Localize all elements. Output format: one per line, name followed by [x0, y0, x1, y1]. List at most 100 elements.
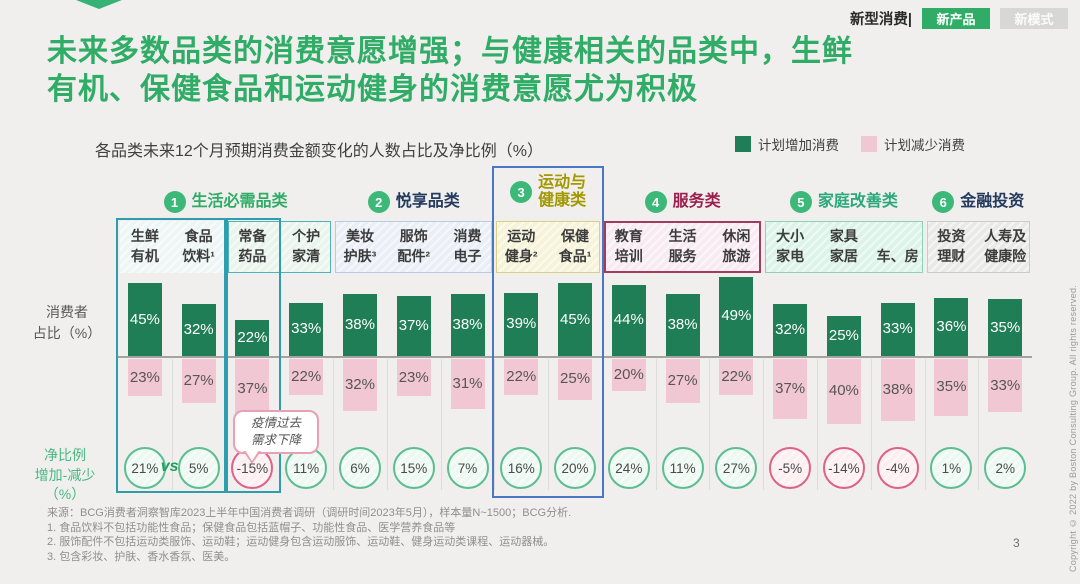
- increase-bar-value: 33%: [291, 320, 322, 338]
- net-ratio-circle: 27%: [715, 447, 758, 489]
- increase-bar: 38%: [450, 294, 485, 356]
- page-title: 未来多数品类的消费意愿增强；与健康相关的品类中，生鲜 有机、保健食品和运动健身的…: [47, 35, 853, 106]
- column-header: 生鲜 有机: [130, 228, 159, 264]
- increase-bar: 36%: [934, 297, 969, 356]
- increase-bar-value: 49%: [721, 307, 752, 325]
- decrease-bar: 27%: [665, 359, 700, 403]
- increase-bar-value: 37%: [398, 317, 429, 335]
- column-header: 美妆 护肤³: [343, 228, 377, 264]
- decrease-bar-value: 37%: [775, 379, 806, 397]
- decrease-bar-value: 33%: [990, 376, 1021, 394]
- column-separator: [440, 359, 442, 490]
- increase-bar-value: 36%: [936, 317, 967, 335]
- increase-bar: 37%: [396, 296, 431, 356]
- column-header: 消费 电子: [453, 228, 482, 264]
- decrease-bar-value: 38%: [882, 380, 913, 398]
- increase-bar-value: 45%: [560, 310, 591, 328]
- net-ratio-circle: 7%: [446, 447, 489, 489]
- net-ratio-circle: 20%: [554, 447, 597, 489]
- chart-legend: 计划增加消费 计划减少消费: [735, 134, 965, 154]
- decrease-bar: 37%: [773, 359, 808, 419]
- column-separator: [978, 359, 980, 490]
- net-ratio-circle: -14%: [822, 447, 865, 489]
- net-ratio-circle: 21%: [123, 447, 166, 489]
- increase-bar: 45%: [127, 283, 162, 356]
- increase-bar: 35%: [988, 299, 1023, 356]
- increase-bar: 33%: [880, 302, 915, 356]
- y-axis-label-share: 消费者 占比（%）: [32, 304, 102, 341]
- group-number-badge: 4: [644, 191, 667, 213]
- group-label-text: 服务类: [672, 192, 721, 210]
- group-number-badge: 2: [367, 191, 390, 213]
- column-separator: [763, 359, 765, 490]
- legend-item-decrease: 计划减少消费: [861, 134, 965, 154]
- logo-accent-icon: [76, 0, 122, 9]
- column-header: 食品 饮料¹: [182, 228, 215, 264]
- column-separator: [386, 359, 388, 490]
- column-separator: [817, 359, 818, 490]
- source-line: 来源：BCG消费者洞察智库2023上半年中国消费者调研（调研时间2023年5月）…: [47, 507, 572, 519]
- column-separator: [655, 359, 657, 490]
- increase-bar-value: 39%: [506, 315, 537, 333]
- increase-bar-value: 45%: [129, 310, 160, 328]
- footnote-2: 2. 服饰配件不包括运动类服饰、运动鞋；运动健身包含运动服饰、运动鞋、健身运动类…: [47, 536, 555, 549]
- y-axis-label-net: 净比例 增加-减少 （%）: [34, 447, 96, 503]
- category-header-box: [227, 221, 332, 273]
- decrease-bar: 38%: [880, 359, 915, 421]
- increase-bar-value: 32%: [775, 321, 806, 339]
- net-ratio-circle: 24%: [607, 447, 650, 489]
- group-label: 1 生活必需品类: [118, 190, 333, 214]
- legend-label-increase: 计划增加消费: [758, 138, 839, 153]
- decrease-bar-value: 23%: [129, 368, 160, 386]
- decrease-bar: 23%: [127, 359, 162, 397]
- column-header: 教育 培训: [614, 228, 643, 264]
- group-label-text: 运动与 健康类: [538, 173, 587, 209]
- tab-new-product[interactable]: 新产品: [922, 8, 990, 29]
- group-label-text: 家庭改善类: [817, 192, 898, 210]
- legend-swatch-increase: [735, 136, 751, 152]
- decrease-bar-value: 25%: [560, 370, 591, 388]
- category-header-box: [120, 221, 224, 273]
- group-label-text: 悦享品类: [395, 192, 460, 210]
- decrease-bar: 22%: [289, 359, 324, 395]
- tab-new-mode[interactable]: 新模式: [1000, 8, 1068, 29]
- column-separator: [709, 359, 711, 490]
- column-separator: [924, 359, 926, 490]
- group-label: 2 悦享品类: [333, 190, 494, 214]
- group-label: 3 运动与 健康类: [494, 172, 602, 212]
- decrease-bar-value: 23%: [398, 368, 429, 386]
- column-header: 个护 家清: [292, 228, 321, 264]
- decrease-bar-value: 27%: [667, 371, 698, 389]
- footnote-3: 3. 包含彩妆、护肤、香水香氛、医美。: [47, 551, 236, 564]
- group-number-badge: 6: [932, 191, 955, 213]
- increase-bar: 22%: [235, 320, 270, 356]
- net-ratio-circle: -5%: [769, 447, 812, 489]
- category-header-box: [496, 221, 600, 273]
- chart-subtitle: 各品类未来12个月预期消费金额变化的人数占比及净比例（%）: [95, 143, 544, 160]
- column-separator: [494, 359, 496, 490]
- legend-item-increase: 计划增加消费: [735, 134, 839, 154]
- category-header-box: [335, 221, 493, 273]
- column-separator: [548, 359, 550, 490]
- net-ratio-circle: 5%: [177, 447, 220, 489]
- decrease-bar: 35%: [934, 359, 969, 416]
- group-label-text: 金融投资: [960, 192, 1025, 210]
- column-separator: [225, 359, 227, 490]
- decrease-bar: 20%: [611, 359, 646, 392]
- net-ratio-circle: 2%: [984, 447, 1027, 489]
- group-label: 6 金融投资: [925, 190, 1033, 214]
- column-header: 大小 家电: [776, 228, 805, 264]
- increase-bar-value: 25%: [828, 326, 859, 344]
- decrease-bar-value: 40%: [828, 382, 859, 400]
- category-header-box: [603, 221, 762, 273]
- vs-label: vs: [160, 458, 179, 475]
- increase-bar-value: 38%: [452, 316, 483, 334]
- increase-bar-value: 38%: [667, 316, 698, 334]
- column-header: 休闲 旅游: [722, 228, 751, 264]
- decrease-bar-value: 22%: [721, 367, 752, 385]
- column-header: 生活 服务: [668, 228, 697, 264]
- increase-bar: 39%: [504, 292, 539, 356]
- increase-bar: 32%: [773, 304, 808, 356]
- top-tab-bar: 新型消费| 新产品 新模式: [850, 8, 1068, 29]
